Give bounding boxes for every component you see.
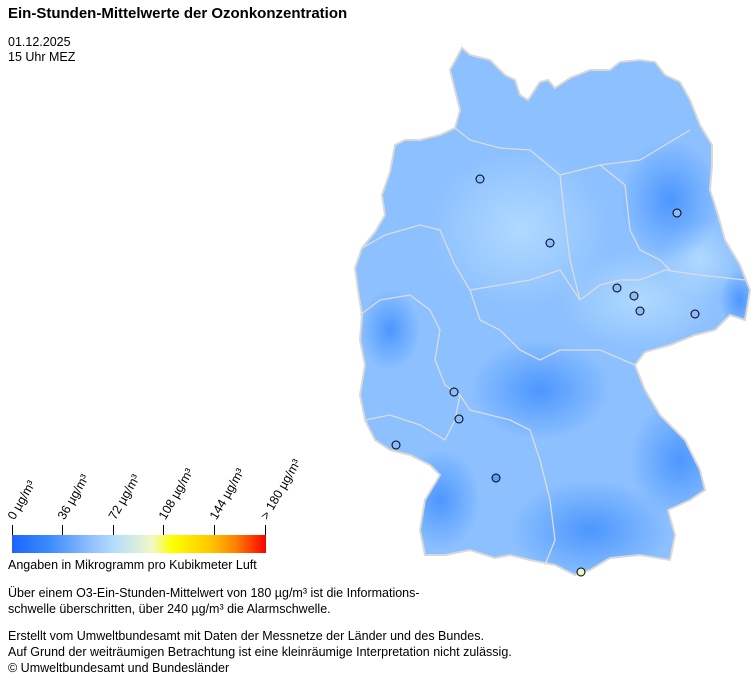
legend-tick: [214, 525, 215, 535]
threshold-note-line: Über einem O3-Ein-Stunden-Mittelwert von…: [8, 586, 420, 600]
page-title: Ein-Stunden-Mittelwerte der Ozonkonzentr…: [8, 5, 348, 22]
date-label: 01.12.2025: [8, 35, 71, 49]
credit-note: Erstellt vom Umweltbundesamt mit Daten d…: [8, 628, 512, 676]
threshold-note-line: schwelle überschritten, über 240 µg/m³ d…: [8, 602, 331, 616]
legend-tick-label: > 180 µg/m³: [257, 456, 304, 522]
legend-tick: [163, 525, 164, 535]
legend-tick-label: 0 µg/m³: [4, 478, 39, 522]
legend-gradient-bar: [12, 535, 266, 553]
credit-note-line: Erstellt vom Umweltbundesamt mit Daten d…: [8, 629, 484, 643]
station-markers: [391, 174, 700, 577]
legend-tick-label: 72 µg/m³: [105, 472, 143, 522]
timestamp: 01.12.2025 15 Uhr MEZ: [8, 35, 75, 65]
ozone-map: [354, 47, 751, 577]
time-label: 15 Uhr MEZ: [8, 50, 76, 64]
threshold-note: Über einem O3-Ein-Stunden-Mittelwert von…: [8, 585, 420, 617]
legend-tick: [265, 525, 266, 535]
credit-note-line: Auf Grund der weiträumigen Betrachtung i…: [8, 645, 512, 659]
legend-tick-label: 36 µg/m³: [54, 472, 92, 522]
legend-tick: [113, 525, 114, 535]
copyright-line: © Umweltbundesamt und Bundesländer: [8, 661, 230, 675]
legend-tick: [62, 525, 63, 535]
legend-unit-label: Angaben in Mikrogramm pro Kubikmeter Luf…: [8, 558, 257, 572]
legend-tick-label: 144 µg/m³: [206, 466, 248, 522]
legend-tick-label: 108 µg/m³: [155, 466, 197, 522]
legend-tick: [12, 525, 13, 535]
